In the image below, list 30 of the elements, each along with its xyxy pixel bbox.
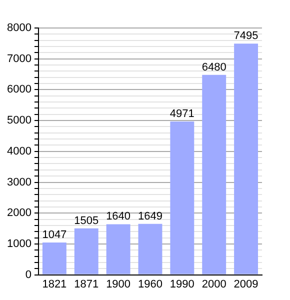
data-label: 7495 (234, 30, 258, 42)
data-label: 4971 (170, 108, 194, 120)
bar (202, 74, 226, 274)
data-label: 1505 (74, 214, 99, 227)
data-label: 6480 (202, 61, 226, 74)
x-tick-label: 1900 (106, 278, 131, 290)
y-tick-label: 6000 (6, 84, 32, 96)
bar (138, 224, 162, 274)
y-tick-label: 3000 (6, 176, 32, 188)
x-tick-label: 1960 (138, 278, 162, 290)
y-tick-label: 7000 (6, 52, 32, 65)
data-label: 1640 (106, 210, 131, 223)
data-label: 1649 (138, 210, 162, 222)
bar (170, 121, 194, 274)
bar (42, 242, 66, 274)
y-tick-label: 2000 (6, 207, 32, 220)
x-tick-label: 1990 (170, 278, 194, 290)
bar (106, 224, 130, 274)
y-tick-label: 4000 (6, 145, 32, 158)
y-tick-label: 0 (25, 268, 32, 281)
bar (234, 44, 258, 274)
y-tick-label: 1000 (6, 238, 32, 250)
x-tick-label: 1821 (42, 278, 67, 290)
data-label: 1047 (42, 229, 67, 242)
x-tick-label: 1871 (74, 278, 99, 290)
y-tick-label: 5000 (6, 114, 32, 127)
x-tick-label: 2009 (234, 278, 258, 290)
bar (74, 228, 98, 274)
x-tick-label: 2000 (202, 278, 226, 290)
y-tick-label: 8000 (6, 22, 32, 34)
